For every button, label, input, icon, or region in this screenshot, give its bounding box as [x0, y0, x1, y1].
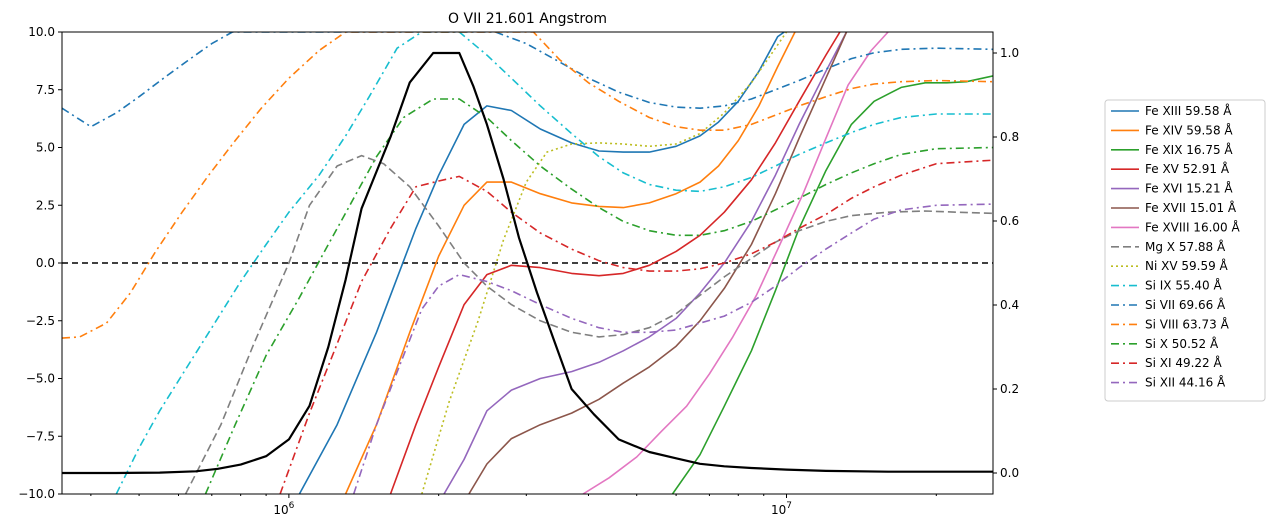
x-tick-label: 106 [273, 501, 294, 517]
legend-label-14: Si XII 44.16 Å [1145, 375, 1226, 390]
legend-label-0: Fe XIII 59.58 Å [1145, 103, 1232, 118]
series-line-8 [421, 32, 788, 494]
legend-label-7: Mg X 57.88 Å [1145, 239, 1226, 254]
legend-label-9: Si IX 55.40 Å [1145, 278, 1223, 293]
y2-tick-label: 0.0 [1000, 466, 1019, 480]
y2-tick-label: 0.8 [1000, 130, 1019, 144]
y-tick-label: 7.5 [36, 83, 55, 97]
y-tick-label: 5.0 [36, 141, 55, 155]
legend-label-10: Si VII 69.66 Å [1145, 297, 1226, 312]
legend-label-5: Fe XVII 15.01 Å [1145, 200, 1237, 215]
series-line-9 [115, 32, 993, 494]
axes: −10.0 −7.5 −5.0 −2.5 0.0 2.5 5.0 7.5 10.0 0.0 0.2 0… [18, 25, 1019, 517]
series-line-2 [671, 75, 993, 494]
contribution-function-line [62, 51, 993, 475]
chart-title: O VII 21.601 Angstrom [448, 11, 607, 27]
legend-label-11: Si VIII 63.73 Å [1145, 316, 1230, 331]
legend-label-13: Si XI 49.22 Å [1145, 355, 1223, 370]
y-tick-label: −2.5 [26, 314, 55, 328]
series-line-5 [468, 32, 848, 494]
legend-label-4: Fe XVI 15.21 Å [1145, 181, 1233, 196]
y-tick-label: 0.0 [36, 256, 55, 270]
plot-area [62, 32, 993, 494]
y-tick-label: −7.5 [26, 429, 55, 443]
legend-label-12: Si X 50.52 Å [1145, 336, 1219, 351]
y-tick-label: 2.5 [36, 198, 55, 212]
series-line-11 [62, 32, 993, 339]
y2-tick-label: 0.2 [1000, 382, 1019, 396]
y2-tick-label: 0.4 [1000, 298, 1019, 312]
series-line-0 [298, 32, 785, 494]
series-line-3 [389, 32, 841, 494]
legend: Fe XIII 59.58 Å Fe XIV 59.58 Å Fe XIX 16.7… [1104, 99, 1266, 402]
series-line-4 [443, 32, 848, 494]
series-line-7 [184, 154, 993, 494]
series-line-13 [279, 159, 993, 494]
y2-tick-label: 1.0 [1000, 46, 1019, 60]
legend-label-3: Fe XV 52.91 Å [1145, 161, 1230, 176]
legend-label-1: Fe XIV 59.58 Å [1145, 122, 1233, 137]
series-line-14 [352, 203, 993, 494]
legend-label-2: Fe XIX 16.75 Å [1145, 142, 1233, 157]
series-lines [62, 32, 993, 494]
legend-box [1104, 99, 1266, 402]
series-line-10 [62, 32, 993, 128]
y-tick-label: −10.0 [18, 487, 55, 501]
series-line-6 [582, 32, 889, 494]
series-line-1 [344, 32, 796, 494]
y2-tick-label: 0.6 [1000, 214, 1019, 228]
x-tick-label: 107 [771, 501, 792, 517]
series-line-12 [204, 98, 993, 494]
y-tick-label: 10.0 [28, 25, 55, 39]
legend-label-8: Ni XV 59.59 Å [1145, 258, 1229, 273]
legend-label-6: Fe XVIII 16.00 Å [1145, 219, 1240, 234]
y-tick-label: −5.0 [26, 372, 55, 386]
